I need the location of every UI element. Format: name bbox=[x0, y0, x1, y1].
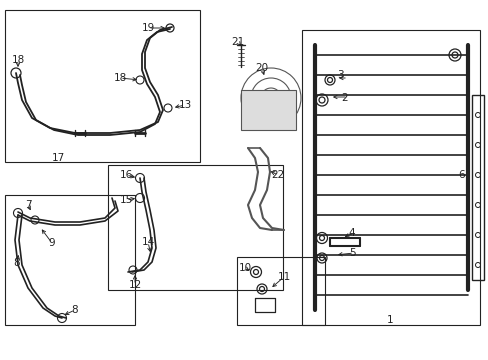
Text: 18: 18 bbox=[113, 73, 126, 83]
Bar bbox=[302, 30, 479, 325]
Text: 2: 2 bbox=[341, 93, 347, 103]
Bar bbox=[5, 195, 135, 325]
Text: 6: 6 bbox=[458, 170, 465, 180]
Text: 20: 20 bbox=[255, 63, 268, 73]
Bar bbox=[237, 257, 325, 325]
Text: 21: 21 bbox=[231, 37, 244, 47]
Text: 13: 13 bbox=[178, 100, 191, 110]
Text: 22: 22 bbox=[271, 170, 284, 180]
Text: 10: 10 bbox=[238, 263, 251, 273]
Text: 18: 18 bbox=[11, 55, 24, 65]
Text: 15: 15 bbox=[119, 195, 132, 205]
Bar bbox=[241, 90, 295, 130]
Text: 8: 8 bbox=[72, 305, 78, 315]
Text: 16: 16 bbox=[119, 170, 132, 180]
Bar bbox=[108, 165, 283, 290]
Text: 14: 14 bbox=[141, 237, 154, 247]
Text: 5: 5 bbox=[348, 248, 355, 258]
Text: 17: 17 bbox=[51, 153, 64, 163]
Text: 4: 4 bbox=[348, 228, 355, 238]
Bar bbox=[5, 10, 200, 162]
Text: 8: 8 bbox=[14, 258, 20, 268]
Text: 11: 11 bbox=[277, 272, 290, 282]
Text: 9: 9 bbox=[49, 238, 55, 248]
Text: 7: 7 bbox=[24, 200, 31, 210]
Circle shape bbox=[267, 95, 273, 101]
Text: 12: 12 bbox=[128, 280, 142, 290]
Text: 3: 3 bbox=[336, 70, 343, 80]
Text: 19: 19 bbox=[141, 23, 154, 33]
Bar bbox=[471, 95, 483, 280]
Text: 1: 1 bbox=[386, 315, 392, 325]
